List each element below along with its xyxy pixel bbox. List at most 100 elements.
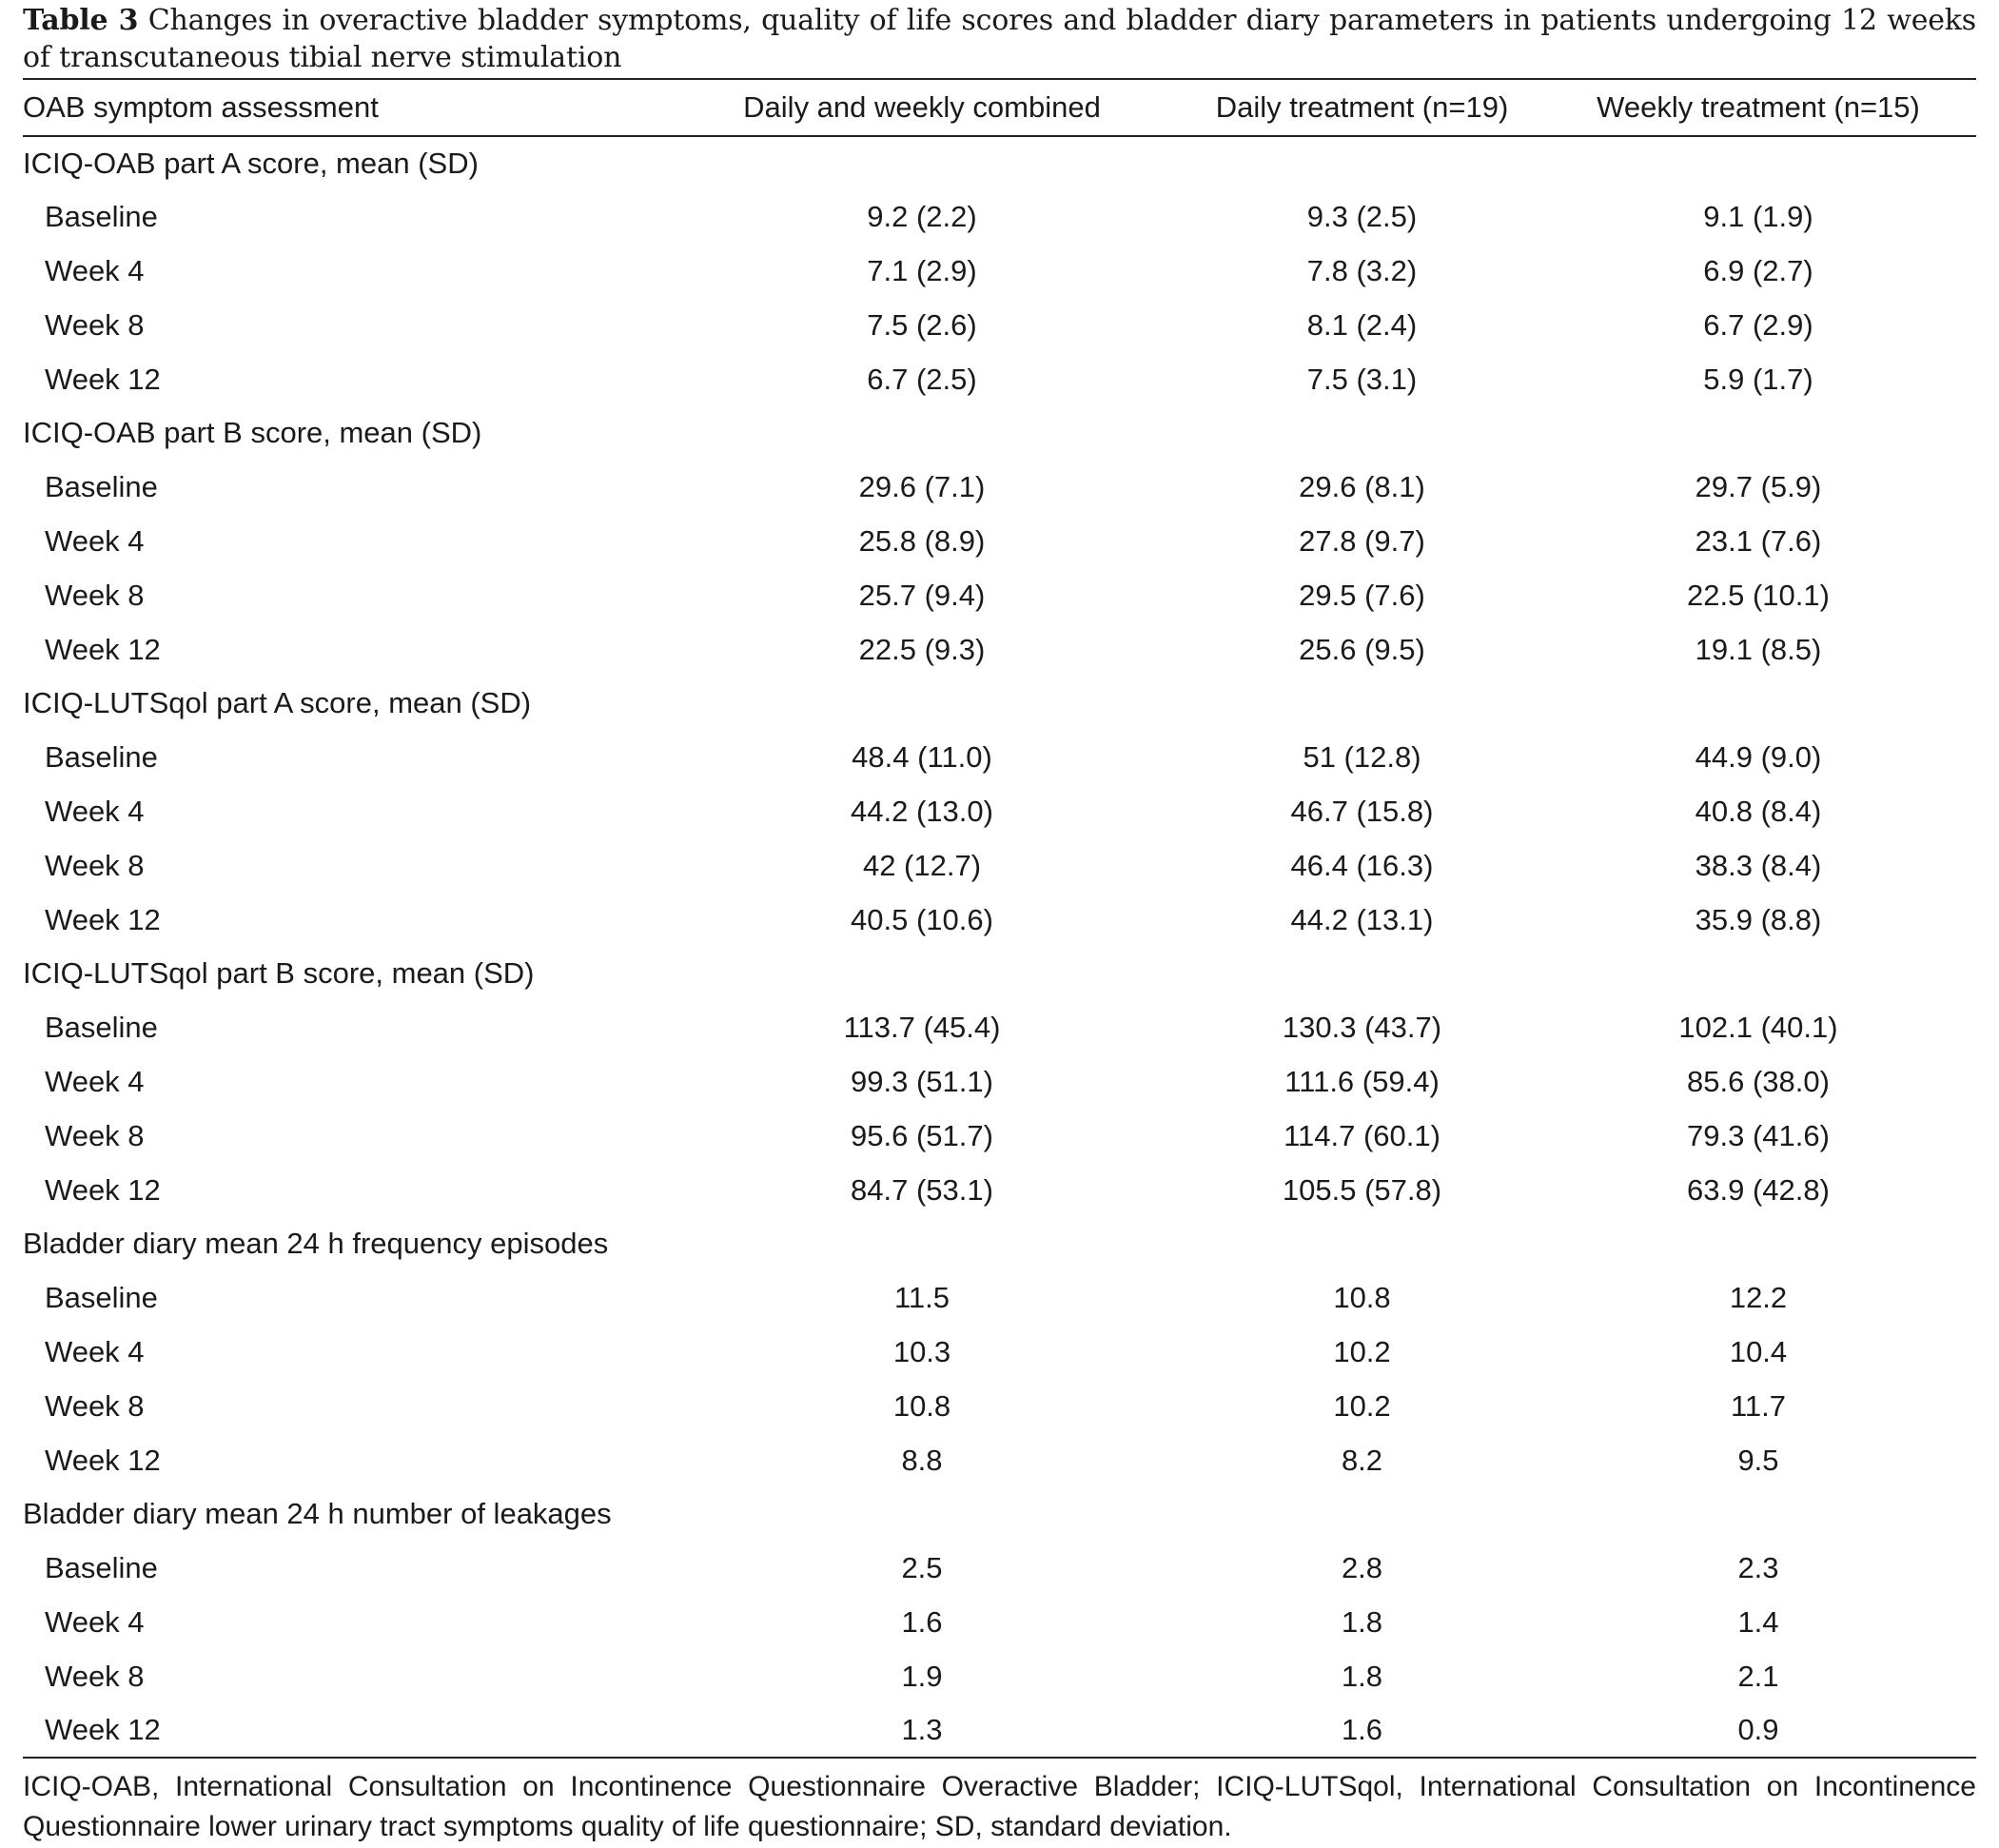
cell-combined: 10.3 [892,1334,951,1368]
cell-combined: 11.5 [893,1281,951,1315]
cell-daily: 10.2 [1333,1388,1391,1423]
section-row: ICIQ-LUTSqol part B score, mean (SD) [23,947,1976,1001]
cell-combined: 84.7 (53.1) [851,1172,993,1207]
table-row: Week 4 1.6 1.8 1.4 [23,1596,1976,1650]
cell-combined: 95.6 (51.7) [851,1118,993,1152]
cell-daily: 105.5 (57.8) [1282,1172,1442,1207]
table-row: Week 12 8.8 8.2 9.5 [23,1433,1976,1487]
section-row: ICIQ-LUTSqol part A score, mean (SD) [23,677,1976,731]
table-body: ICIQ-OAB part A score, mean (SD) Baseline… [23,136,1976,1759]
section-title: Bladder diary mean 24 h frequency episod… [23,1227,609,1261]
cell-weekly: 29.7 (5.9) [1695,470,1822,504]
header-row: OAB symptom assessment Daily and weekly … [23,78,1976,137]
cell-combined: 113.7 (45.4) [843,1011,1001,1045]
cell-weekly: 2.3 [1737,1551,1779,1585]
table-caption-text: Changes in overactive bladder symptoms, … [23,4,1976,74]
cell-combined: 25.8 (8.9) [858,523,986,558]
table-row: Baseline 9.2 (2.2) 9.3 (2.5) 9.1 (1.9) [23,190,1976,245]
cell-weekly: 23.1 (7.6) [1695,523,1822,558]
cell-combined: 1.3 [660,1703,1184,1759]
table-header: OAB symptom assessment Daily and weekly … [23,78,1976,137]
row-label: Baseline [45,200,158,234]
row-label: Week 8 [45,1659,145,1693]
header-daily: Daily treatment (n=19) [1184,78,1540,137]
table-row: Week 12 1.3 1.6 0.9 [23,1703,1976,1759]
cell-combined: 44.2 (13.0) [851,794,993,828]
section-row: Bladder diary mean 24 h frequency episod… [23,1217,1976,1271]
section-title: Bladder diary mean 24 h number of leakag… [23,1497,612,1531]
cell-combined: 48.4 (11.0) [852,740,992,775]
cell-daily: 51 (12.8) [1303,740,1421,775]
table-caption-label: Table 3 [23,4,139,37]
cell-daily: 27.8 (9.7) [1299,523,1425,558]
row-label: Week 4 [45,253,145,287]
cell-weekly: 1.4 [1737,1604,1779,1639]
cell-combined: 42 (12.7) [862,848,982,882]
row-label: Week 12 [45,362,161,396]
row-label: Baseline [45,740,158,775]
table-row: Week 12 22.5 (9.3) 25.6 (9.5) 19.1 (8.5) [23,622,1976,677]
row-label: Baseline [45,1551,158,1585]
table-row: Week 4 44.2 (13.0) 46.7 (15.8) 40.8 (8.4) [23,785,1976,839]
header-combined: Daily and weekly combined [660,78,1184,137]
row-label: Week 8 [45,1118,145,1152]
cell-daily: 1.6 [1184,1703,1540,1759]
row-label: Week 8 [45,848,145,882]
cell-daily: 130.3 (43.7) [1282,1011,1442,1045]
cell-weekly: 2.1 [1737,1659,1779,1693]
table-row: Week 4 99.3 (51.1) 111.6 (59.4) 85.6 (38.0) [23,1055,1976,1110]
row-label: Week 8 [45,1388,145,1423]
section-title: ICIQ-LUTSqol part A score, mean (SD) [23,686,532,720]
cell-weekly: 102.1 (40.1) [1678,1011,1838,1045]
cell-daily: 46.7 (15.8) [1290,794,1434,828]
row-label: Week 8 [45,307,145,342]
section-title: ICIQ-OAB part A score, mean (SD) [23,146,479,180]
cell-combined: 9.2 (2.2) [867,200,977,234]
cell-combined: 7.5 (2.6) [867,307,977,342]
row-label: Baseline [45,470,158,504]
cell-weekly: 10.4 [1729,1334,1788,1368]
cell-combined: 40.5 (10.6) [851,902,993,936]
cell-weekly: 6.7 (2.9) [1703,307,1813,342]
cell-daily: 10.8 [1333,1281,1391,1315]
cell-daily: 111.6 (59.4) [1284,1064,1440,1098]
cell-combined: 1.6 [901,1604,943,1639]
table-row: Week 8 42 (12.7) 46.4 (16.3) 38.3 (8.4) [23,838,1976,893]
header-weekly: Weekly treatment (n=15) [1540,78,1976,137]
table-row: Baseline 2.5 2.8 2.3 [23,1542,1976,1596]
table-row: Baseline 11.5 10.8 12.2 [23,1271,1976,1326]
cell-weekly: 0.9 [1540,1703,1976,1759]
section-title: ICIQ-LUTSqol part B score, mean (SD) [23,956,535,991]
cell-weekly: 9.5 [1737,1443,1779,1477]
cell-daily: 29.5 (7.6) [1299,578,1425,612]
row-label: Week 4 [45,1334,145,1368]
cell-daily: 9.3 (2.5) [1306,200,1418,234]
cell-daily: 25.6 (9.5) [1299,632,1425,666]
section-row: ICIQ-OAB part A score, mean (SD) [23,136,1976,190]
cell-combined: 7.1 (2.9) [867,253,977,287]
table-row: Week 8 7.5 (2.6) 8.1 (2.4) 6.7 (2.9) [23,298,1976,352]
table-row: Week 8 1.9 1.8 2.1 [23,1649,1976,1703]
table-row: Week 4 25.8 (8.9) 27.8 (9.7) 23.1 (7.6) [23,515,1976,569]
table-row: Week 12 84.7 (53.1) 105.5 (57.8) 63.9 (42.8… [23,1163,1976,1217]
cell-daily: 10.2 [1333,1334,1391,1368]
table-caption: Table 3 Changes in overactive bladder sy… [23,2,1976,78]
header-assessment: OAB symptom assessment [23,78,660,137]
row-label: Week 12 [45,632,161,666]
section-row: Bladder diary mean 24 h number of leakag… [23,1487,1976,1542]
table-row: Week 12 6.7 (2.5) 7.5 (3.1) 5.9 (1.7) [23,352,1976,406]
cell-weekly: 63.9 (42.8) [1687,1172,1830,1207]
cell-combined: 2.5 [901,1551,943,1585]
cell-weekly: 79.3 (41.6) [1687,1118,1830,1152]
section-title: ICIQ-OAB part B score, mean (SD) [23,416,482,450]
cell-combined: 8.8 [901,1443,943,1477]
cell-weekly: 38.3 (8.4) [1695,848,1822,882]
cell-weekly: 6.9 (2.7) [1703,253,1813,287]
cell-weekly: 11.7 [1730,1388,1787,1423]
table-row: Week 12 40.5 (10.6) 44.2 (13.1) 35.9 (8.8) [23,893,1976,947]
cell-daily: 114.7 (60.1) [1284,1118,1440,1152]
cell-daily: 8.1 (2.4) [1306,307,1418,342]
cell-weekly: 5.9 (1.7) [1703,362,1813,396]
cell-weekly: 22.5 (10.1) [1687,578,1830,612]
